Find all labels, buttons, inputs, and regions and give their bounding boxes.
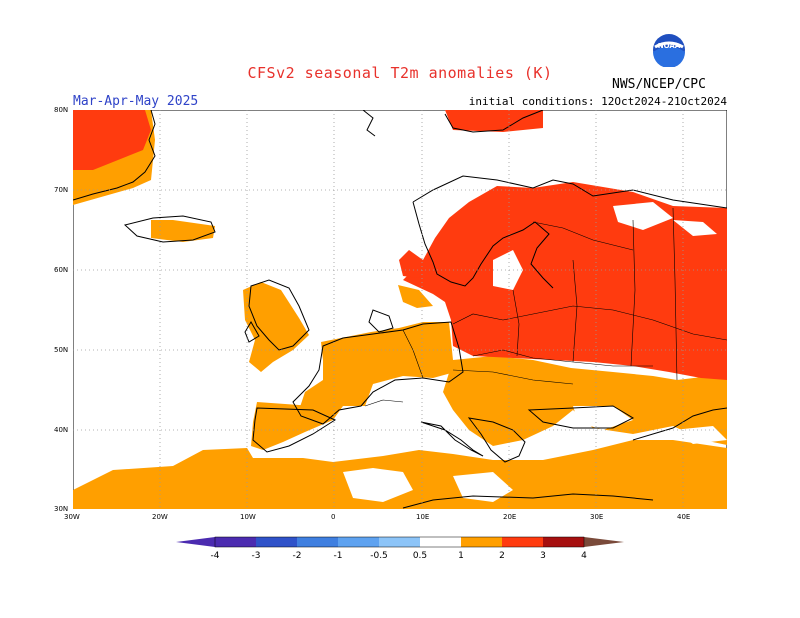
lat-label: 60N xyxy=(54,266,69,274)
lon-label: 30W xyxy=(64,513,80,521)
color-swatch xyxy=(420,537,461,547)
color-swatch xyxy=(338,537,379,547)
lon-label: 10E xyxy=(416,513,430,521)
color-swatch xyxy=(256,537,297,547)
color-swatch xyxy=(215,537,256,547)
anomaly-layer-orange xyxy=(73,110,727,509)
lat-label: 40N xyxy=(54,426,69,434)
legend-label: -4 xyxy=(211,551,220,561)
noaa-logo-icon: NOAA xyxy=(653,34,685,67)
legend-label: 4 xyxy=(581,551,587,561)
anomaly-map xyxy=(73,110,727,509)
coastlines xyxy=(73,110,727,509)
organization-label: NWS/NCEP/CPC xyxy=(612,77,706,92)
lon-label: 20E xyxy=(503,513,517,521)
lon-label: 40E xyxy=(677,513,691,521)
lon-label: 10W xyxy=(240,513,256,521)
legend-label: 0.5 xyxy=(413,551,427,561)
color-bar-legend: -4 -3 -2 -1 -0.5 0.5 1 2 3 4 xyxy=(176,536,624,561)
color-swatch xyxy=(543,537,584,547)
season-label: Mar-Apr-May 2025 xyxy=(73,94,199,109)
initial-conditions-label: initial conditions: 12Oct2024-21Oct2024 xyxy=(468,95,727,108)
lon-label: 0 xyxy=(331,513,336,521)
lon-label: 20W xyxy=(152,513,168,521)
lat-label: 80N xyxy=(54,106,69,114)
color-swatch xyxy=(297,537,338,547)
lat-label: 30N xyxy=(54,505,69,513)
neutral-gaps xyxy=(343,202,727,502)
anomaly-layer-red xyxy=(73,110,727,380)
legend-label: 3 xyxy=(540,551,546,561)
map-title: CFSv2 seasonal T2m anomalies (K) xyxy=(247,64,553,82)
legend-label: -3 xyxy=(252,551,261,561)
color-bar-arrow-left xyxy=(176,537,215,547)
color-swatch xyxy=(502,537,543,547)
lon-label: 30E xyxy=(590,513,604,521)
color-swatch xyxy=(379,537,420,547)
legend-label: 1 xyxy=(458,551,464,561)
svg-text:NOAA: NOAA xyxy=(658,42,681,50)
lat-label: 50N xyxy=(54,346,69,354)
legend-label: -1 xyxy=(334,551,343,561)
legend-label: 2 xyxy=(499,551,505,561)
legend-label: -2 xyxy=(293,551,302,561)
legend-label: -0.5 xyxy=(370,551,388,561)
color-swatch xyxy=(461,537,502,547)
graticule xyxy=(73,110,727,509)
color-bar-arrow-right xyxy=(584,537,624,547)
lat-label: 70N xyxy=(54,186,69,194)
